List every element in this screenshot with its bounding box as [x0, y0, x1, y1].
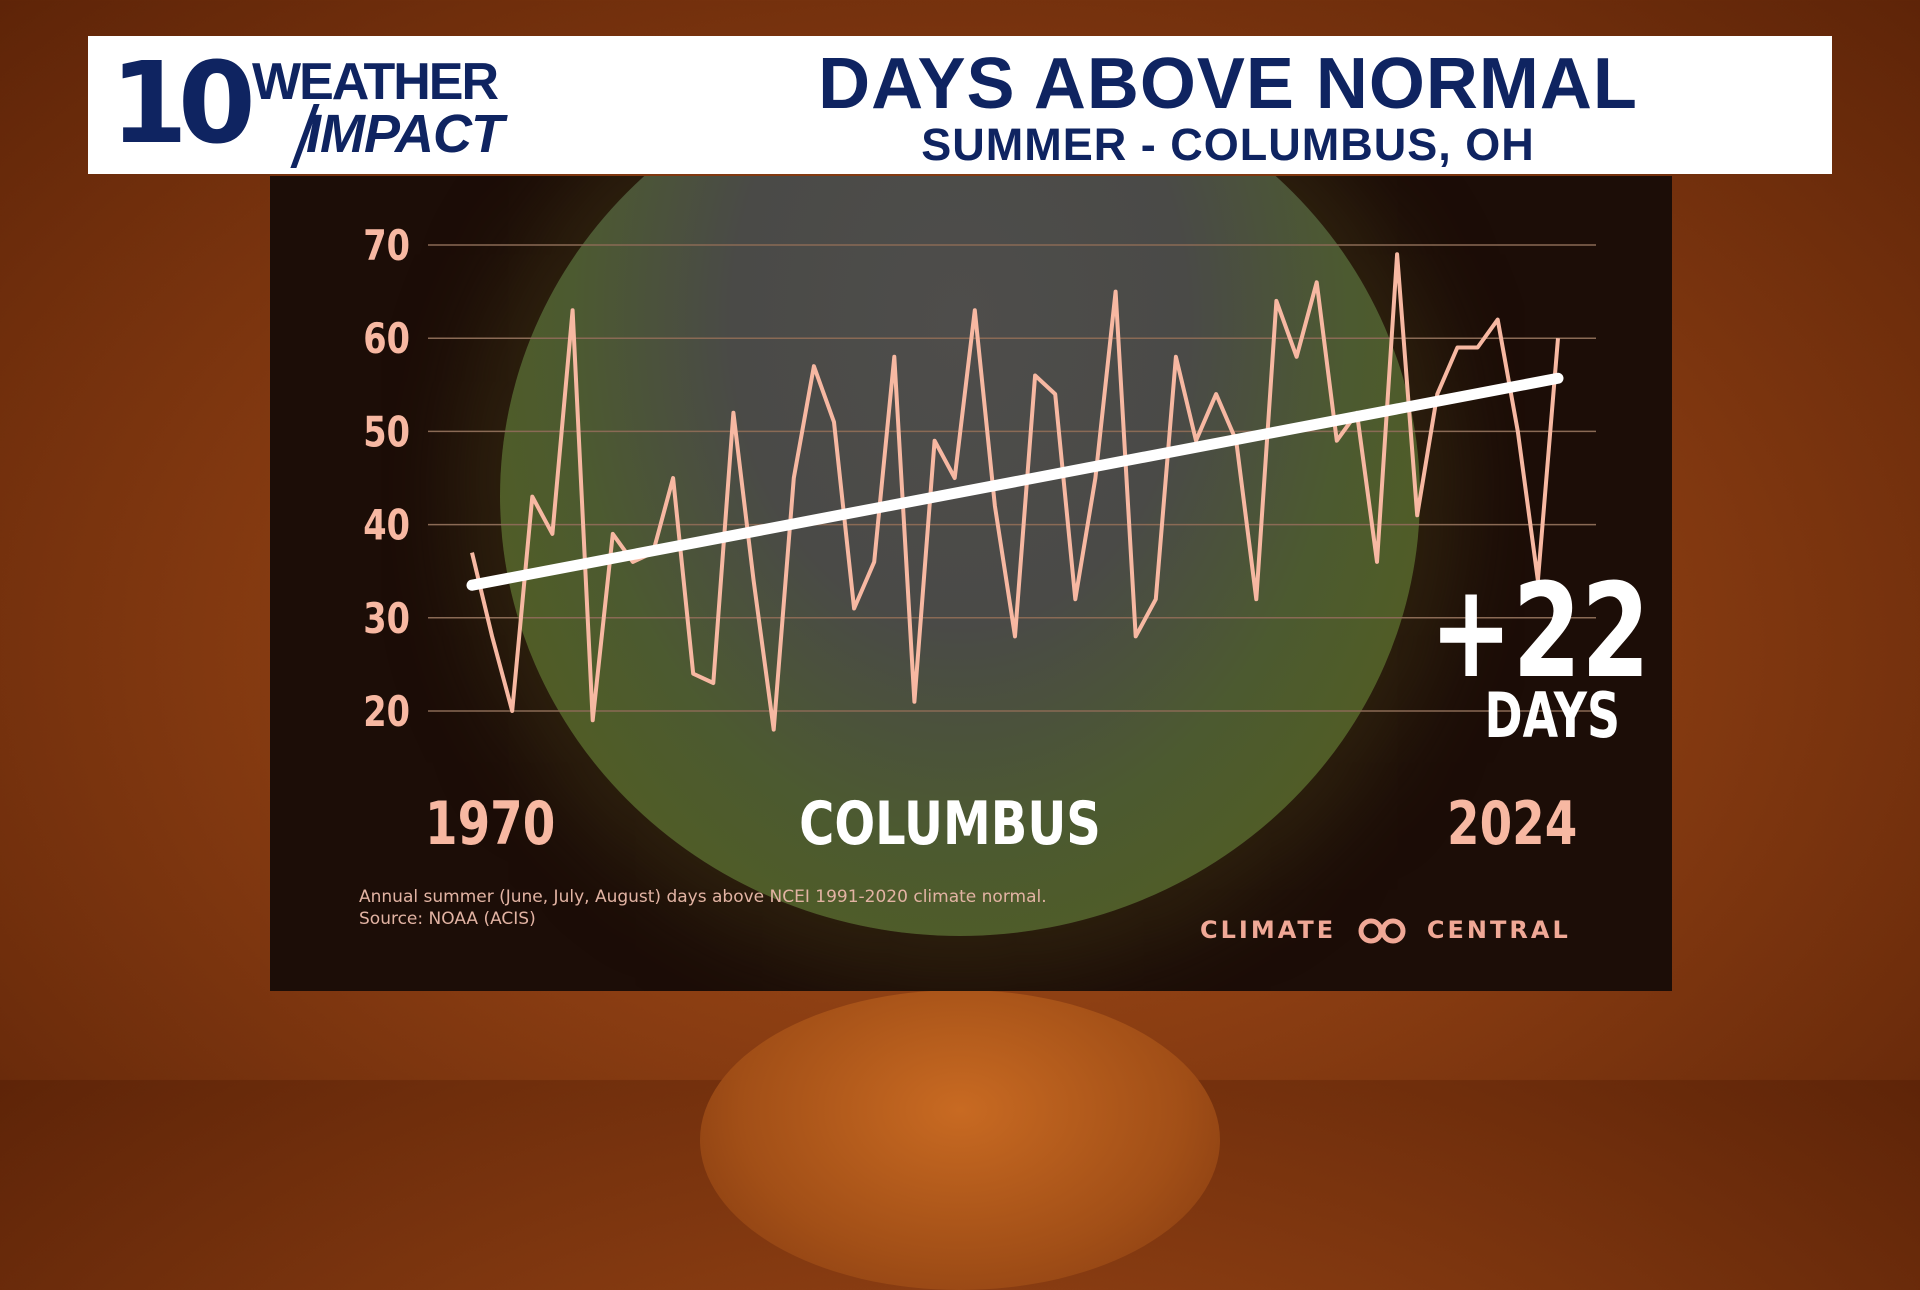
- x-end-label: 2024: [1447, 792, 1577, 856]
- chart-panel: 20 30 40 50 60 70 1970 COLUMBUS 2024 +22 DAYS…: [270, 176, 1672, 991]
- background-sun-reflection: [700, 990, 1220, 1290]
- brand-logo: CLIMATE CENTRAL: [1200, 910, 1570, 950]
- brand-word-left: CLIMATE: [1200, 916, 1336, 944]
- trend-change-value: +22: [1399, 566, 1650, 696]
- station-logo: 10 WEATHER IMPACT: [110, 46, 550, 164]
- header-banner: 10 WEATHER IMPACT DAYS ABOVE NORMAL SUMM…: [88, 36, 1832, 174]
- trend-line: [472, 378, 1558, 585]
- logo-word-weather: WEATHER: [252, 54, 497, 110]
- footnote-description: Annual summer (June, July, August) days …: [359, 886, 1179, 908]
- series-line-0: [472, 254, 1558, 729]
- y-tick-label-20: 20: [363, 687, 410, 736]
- logo-number: 10: [110, 48, 246, 160]
- page-title: DAYS ABOVE NORMAL: [648, 44, 1808, 124]
- footnote-source: Source: NOAA (ACIS): [359, 908, 1179, 930]
- logo-word-impact: IMPACT: [306, 106, 503, 162]
- y-tick-label-70: 70: [363, 221, 410, 270]
- y-tick-label-50: 50: [363, 408, 410, 457]
- trend-change-unit: DAYS: [1398, 684, 1620, 748]
- x-start-label: 1970: [425, 792, 555, 856]
- brand-word-right: CENTRAL: [1427, 916, 1571, 944]
- linked-circles-icon: [1356, 918, 1408, 944]
- chart-footnote: Annual summer (June, July, August) days …: [359, 886, 1179, 930]
- y-tick-label-40: 40: [363, 501, 410, 550]
- y-tick-label-60: 60: [363, 315, 410, 364]
- location-label: COLUMBUS: [790, 792, 1110, 856]
- y-tick-label-30: 30: [363, 594, 410, 643]
- page-subtitle: SUMMER - COLUMBUS, OH: [648, 120, 1808, 170]
